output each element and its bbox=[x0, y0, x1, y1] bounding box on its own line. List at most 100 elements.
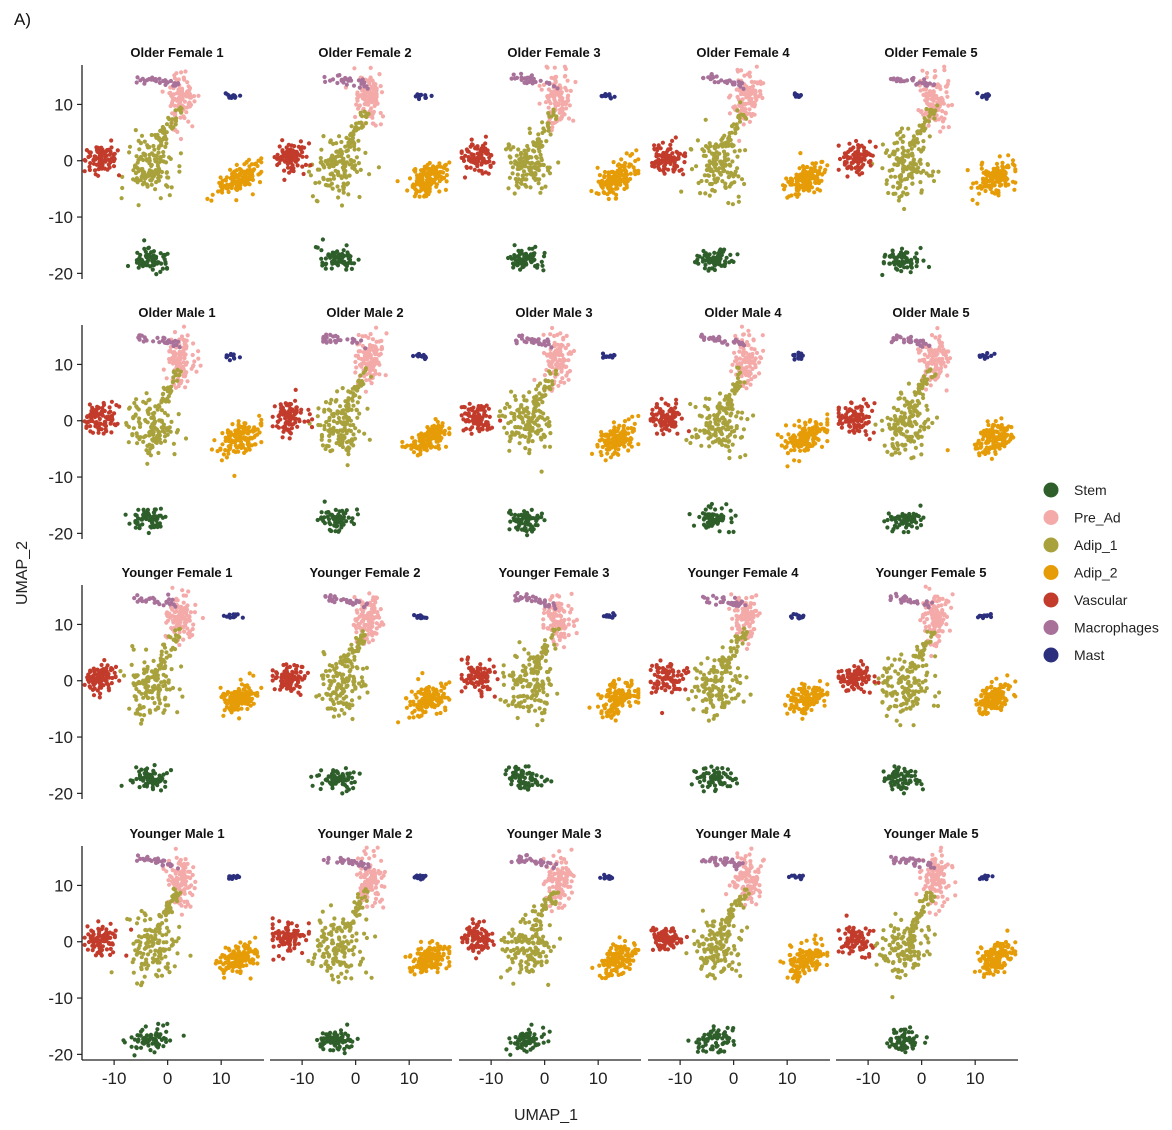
data-point bbox=[868, 163, 873, 168]
data-point bbox=[336, 415, 341, 421]
data-point bbox=[161, 367, 166, 372]
data-point bbox=[326, 253, 331, 258]
data-point bbox=[357, 411, 362, 416]
data-point bbox=[915, 169, 921, 174]
data-point bbox=[531, 175, 536, 180]
data-point bbox=[336, 149, 341, 154]
data-point bbox=[679, 189, 684, 194]
data-point bbox=[597, 438, 602, 443]
data-point bbox=[668, 142, 673, 147]
data-point bbox=[724, 255, 729, 260]
data-point bbox=[357, 362, 363, 368]
data-point bbox=[899, 193, 904, 198]
data-point bbox=[916, 129, 921, 134]
data-point bbox=[467, 401, 472, 406]
data-point bbox=[518, 259, 524, 264]
data-point bbox=[148, 453, 153, 458]
data-point bbox=[671, 169, 676, 174]
data-point bbox=[806, 184, 811, 189]
data-point bbox=[164, 265, 170, 271]
data-point bbox=[109, 145, 114, 150]
data-point bbox=[353, 125, 358, 130]
data-point bbox=[929, 97, 934, 102]
data-point bbox=[727, 162, 733, 168]
data-point bbox=[340, 438, 345, 444]
data-point bbox=[723, 152, 729, 157]
data-point bbox=[136, 203, 141, 208]
data-point bbox=[350, 398, 355, 403]
data-point bbox=[145, 184, 150, 189]
data-point bbox=[558, 116, 563, 121]
data-point bbox=[300, 164, 305, 169]
data-point bbox=[533, 171, 538, 176]
data-point bbox=[543, 378, 549, 383]
data-point bbox=[167, 193, 172, 198]
data-point bbox=[250, 192, 255, 197]
data-point bbox=[497, 414, 502, 419]
data-point bbox=[365, 86, 370, 91]
data-point bbox=[216, 189, 221, 194]
data-point bbox=[621, 439, 626, 445]
data-point bbox=[425, 425, 430, 430]
data-point bbox=[540, 143, 545, 149]
data-point bbox=[430, 168, 436, 173]
data-point bbox=[335, 80, 340, 86]
data-point bbox=[504, 431, 509, 436]
data-point bbox=[541, 268, 546, 273]
data-point bbox=[310, 194, 315, 199]
data-point bbox=[812, 174, 817, 180]
data-point bbox=[747, 119, 753, 124]
data-point bbox=[284, 421, 289, 426]
data-point bbox=[524, 154, 530, 159]
data-point bbox=[608, 177, 614, 182]
y-tick-label: 0 bbox=[64, 412, 73, 431]
data-point bbox=[558, 343, 563, 348]
data-point bbox=[731, 174, 736, 179]
data-point bbox=[332, 256, 337, 261]
data-point bbox=[334, 398, 339, 403]
data-point bbox=[365, 406, 370, 411]
data-point bbox=[167, 340, 172, 345]
data-point bbox=[346, 154, 351, 159]
data-point bbox=[409, 446, 414, 451]
data-point bbox=[282, 177, 287, 182]
data-point bbox=[620, 429, 625, 434]
data-point bbox=[234, 198, 239, 203]
data-point bbox=[377, 339, 382, 344]
data-point bbox=[430, 429, 435, 434]
data-point bbox=[360, 123, 365, 128]
data-point bbox=[242, 427, 247, 433]
data-point bbox=[881, 261, 887, 266]
data-point bbox=[553, 348, 558, 353]
data-point bbox=[335, 411, 340, 416]
data-point bbox=[798, 151, 803, 156]
data-point bbox=[181, 324, 187, 329]
data-point bbox=[695, 253, 700, 258]
data-point bbox=[351, 403, 356, 408]
data-point bbox=[351, 83, 357, 88]
data-point bbox=[132, 400, 137, 406]
data-point bbox=[701, 75, 706, 81]
data-point bbox=[337, 159, 342, 164]
data-point bbox=[519, 415, 525, 421]
data-point bbox=[535, 265, 540, 270]
data-point bbox=[911, 134, 917, 139]
data-point bbox=[857, 172, 862, 177]
data-point bbox=[137, 421, 143, 426]
data-point bbox=[548, 132, 553, 137]
data-point bbox=[1013, 180, 1018, 185]
data-point bbox=[975, 201, 980, 206]
data-point bbox=[530, 439, 535, 444]
data-point bbox=[532, 405, 538, 410]
data-point bbox=[236, 423, 241, 428]
data-point bbox=[712, 250, 717, 255]
data-point bbox=[533, 421, 538, 426]
data-point bbox=[347, 162, 352, 167]
data-point bbox=[300, 145, 305, 150]
data-point bbox=[673, 135, 678, 140]
data-point bbox=[181, 360, 186, 365]
data-point bbox=[140, 264, 145, 269]
data-point bbox=[183, 92, 188, 97]
data-point bbox=[892, 152, 897, 157]
data-point bbox=[699, 178, 704, 184]
